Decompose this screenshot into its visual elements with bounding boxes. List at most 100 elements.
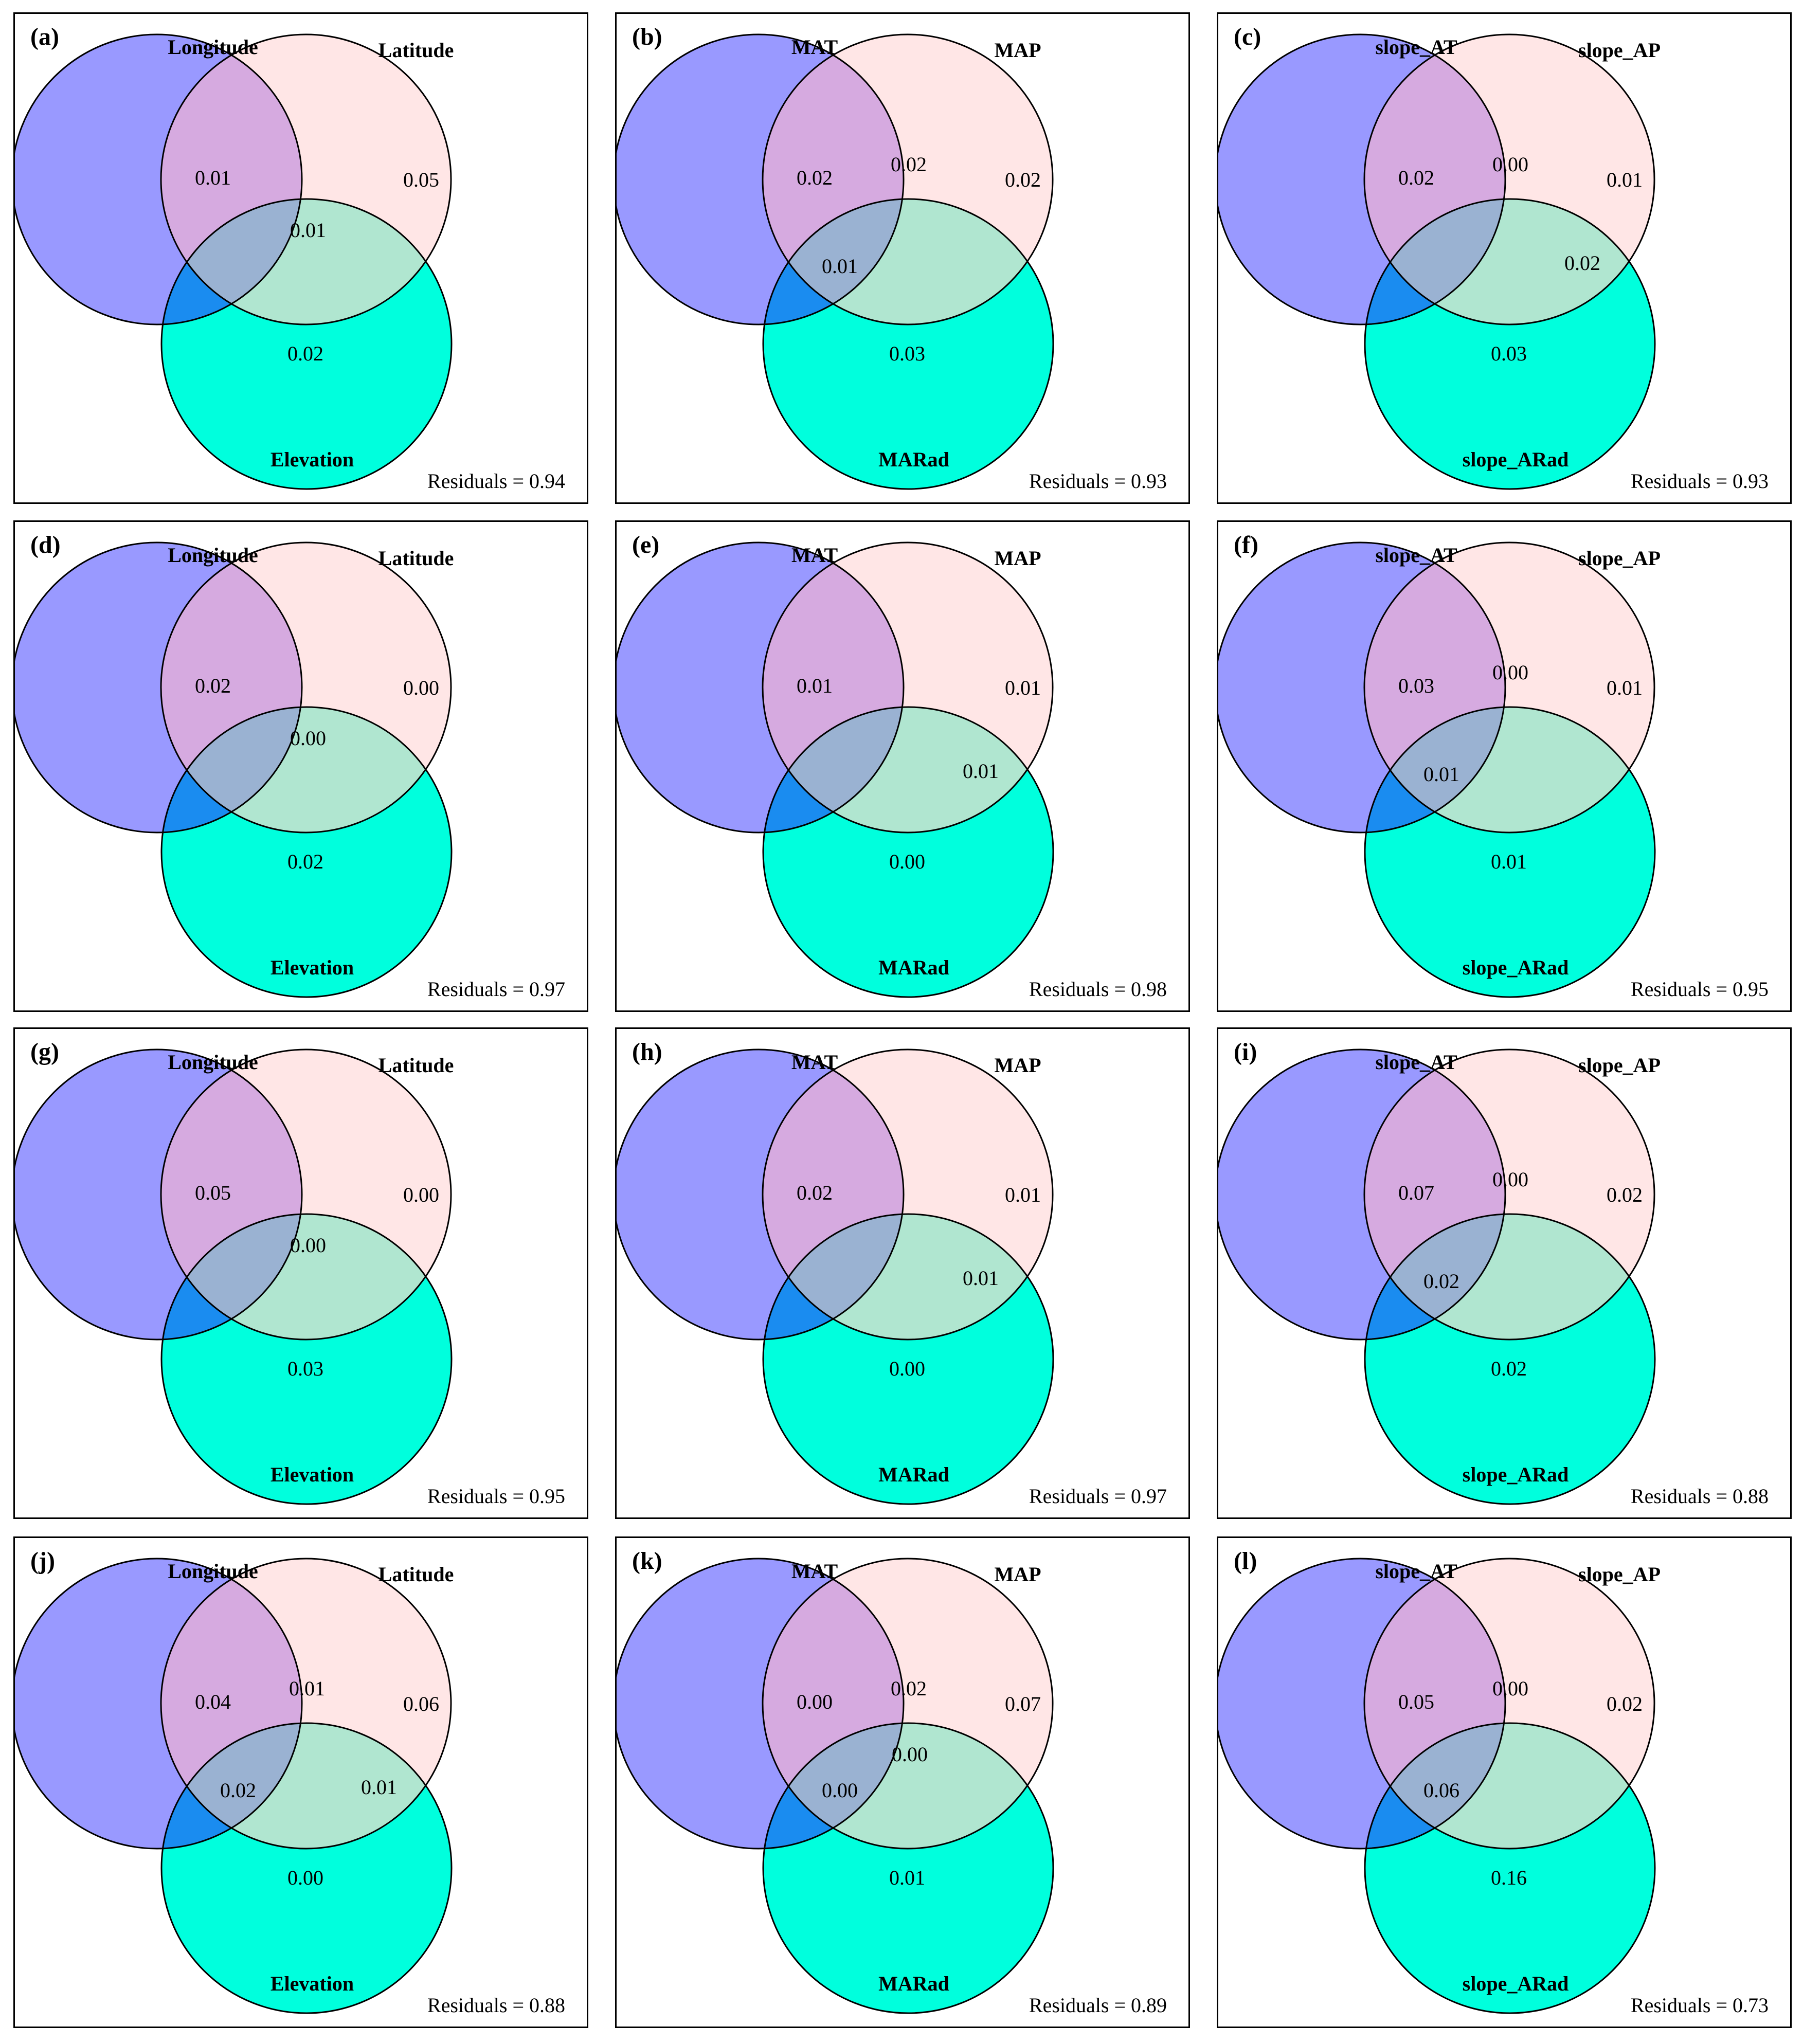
venn-diagram: (a) Longitude Latitude Elevation 0.01 0.05 0.0… [15,23,565,493]
set-title-2: MAP [994,1054,1041,1077]
region-value-a: 0.02 [797,1181,833,1204]
set-title-3: Elevation [271,1463,354,1486]
region-value-b: 0.02 [1607,1183,1643,1206]
region-value-b: 0.02 [1607,1692,1643,1715]
venn-panel-f: (f) slope_AT slope_AP slope_ARad 0.03 0.01 0.0… [1217,520,1792,1012]
residuals-label: Residuals = 0.89 [1029,1994,1167,2017]
region-value-a: 0.04 [195,1690,231,1713]
set-title-1: MAT [791,1051,838,1074]
set-title-2: slope_AP [1578,547,1661,570]
panel-label: (b) [632,23,662,50]
region-value-a: 0.01 [195,166,231,189]
set3-outline [762,706,1054,998]
panel-label: (k) [632,1547,662,1575]
set-title-3: slope_ARad [1463,448,1569,471]
panel-label: (h) [632,1038,662,1065]
region-value-ab: 0.01 [289,1677,325,1700]
region-value-c: 0.01 [1491,850,1527,873]
intersection-1-2-3 [1365,707,1505,833]
region-value-abc: 0.01 [290,219,326,242]
set1-outline [617,1558,905,1850]
region-value-bc: 0.01 [361,1776,397,1799]
region-value-ab: 0.00 [1492,661,1528,684]
residuals-label: Residuals = 0.93 [1029,469,1167,493]
set2-outline [160,1048,452,1341]
region-value-b: 0.01 [1005,676,1041,699]
region-value-ab: 0.00 [1492,1168,1528,1191]
region-value-bc: 0.01 [963,1267,999,1290]
set1-outline [617,1048,905,1341]
set1-outline [15,1048,303,1341]
set-title-3: MARad [878,956,949,979]
venn-panel-e: (e) MAT MAP MARad 0.01 0.01 0.00 0.01 Residuals … [615,520,1190,1012]
set2-outline [1363,1558,1655,1850]
intersection-1-2-3 [1365,1214,1505,1340]
venn-panel-j: (j) Longitude Latitude Elevation 0.04 0.06 0.0… [13,1536,588,2028]
set2-outline [160,33,452,325]
region-value-a: 0.00 [797,1690,833,1713]
region-value-b: 0.06 [403,1692,439,1715]
region-value-c: 0.02 [1491,1357,1527,1380]
set-title-1: slope_AT [1375,35,1457,59]
set-title-1: slope_AT [1375,1051,1457,1074]
region-value-abc: 0.00 [290,727,326,750]
region-value-a: 0.05 [1398,1690,1434,1713]
set3-outline [160,1722,453,2014]
venn-diagram: (h) MAT MAP MARad 0.02 0.01 0.00 0.01 Residuals … [617,1038,1167,1508]
set1-outline [15,541,303,834]
set2-outline [1363,541,1655,834]
region-value-b: 0.01 [1607,168,1643,191]
set-title-1: MAT [791,1560,838,1583]
region-value-ac: 0.01 [1423,763,1459,786]
residuals-label: Residuals = 0.95 [427,1485,565,1508]
venn-diagram: (e) MAT MAP MARad 0.01 0.01 0.00 0.01 Residuals … [617,531,1167,1001]
region-value-ab: 0.00 [1492,1677,1528,1700]
set3-outline [762,198,1054,490]
set-title-2: Latitude [378,547,454,570]
region-value-ac: 0.00 [822,1779,858,1802]
intersection-1-2-3 [161,1723,302,1849]
set-title-3: slope_ARad [1463,1463,1569,1486]
region-value-c: 0.00 [287,1866,323,1889]
residuals-label: Residuals = 0.97 [427,978,565,1001]
set2-outline [762,1558,1054,1850]
set-title-1: slope_AT [1375,1560,1457,1583]
region-value-abc: 0.00 [290,1234,326,1257]
set1-outline [15,1558,303,1850]
region-value-a: 0.07 [1398,1181,1434,1204]
venn-diagram: (c) slope_AT slope_AP slope_ARad 0.02 0.01 0.0… [1218,23,1769,493]
set-title-2: MAP [994,39,1041,62]
set-title-1: Longitude [168,35,258,59]
panel-label: (l) [1234,1547,1257,1575]
set2-outline [160,541,452,834]
panel-label: (d) [30,531,61,558]
residuals-label: Residuals = 0.95 [1631,978,1769,1001]
venn-diagram: (d) Longitude Latitude Elevation 0.02 0.00 0.0… [15,531,565,1001]
panel-label: (e) [632,531,659,558]
region-value-b: 0.00 [403,1183,439,1206]
region-value-abc: 0.00 [892,1743,928,1766]
set1-outline [1218,33,1506,325]
residuals-label: Residuals = 0.97 [1029,1485,1167,1508]
region-value-b: 0.05 [403,168,439,191]
intersection-1-2-3 [763,1214,904,1340]
region-value-c: 0.03 [1491,342,1527,365]
region-value-ac: 0.02 [220,1779,256,1802]
venn-panel-l: (l) slope_AT slope_AP slope_ARad 0.05 0.02 0.1… [1217,1536,1792,2028]
set-title-1: Longitude [168,1560,258,1583]
set2-outline [1363,33,1655,325]
region-value-c: 0.02 [287,850,323,873]
intersection-1-2-3 [161,1214,302,1340]
region-value-c: 0.00 [889,1357,925,1380]
set1-outline [15,33,303,325]
venn-diagram: (i) slope_AT slope_AP slope_ARad 0.07 0.02 0.0… [1218,1038,1769,1508]
venn-diagram: (g) Longitude Latitude Elevation 0.05 0.00 0.0… [15,1038,565,1508]
region-value-b: 0.01 [1607,676,1643,699]
region-value-c: 0.03 [889,342,925,365]
set-title-3: Elevation [271,956,354,979]
venn-panel-k: (k) MAT MAP MARad 0.00 0.07 0.01 0.02 0.00 0.00 Re… [615,1536,1190,2028]
set-title-2: slope_AP [1578,1563,1661,1586]
residuals-label: Residuals = 0.93 [1631,469,1769,493]
set-title-2: Latitude [378,1563,454,1586]
